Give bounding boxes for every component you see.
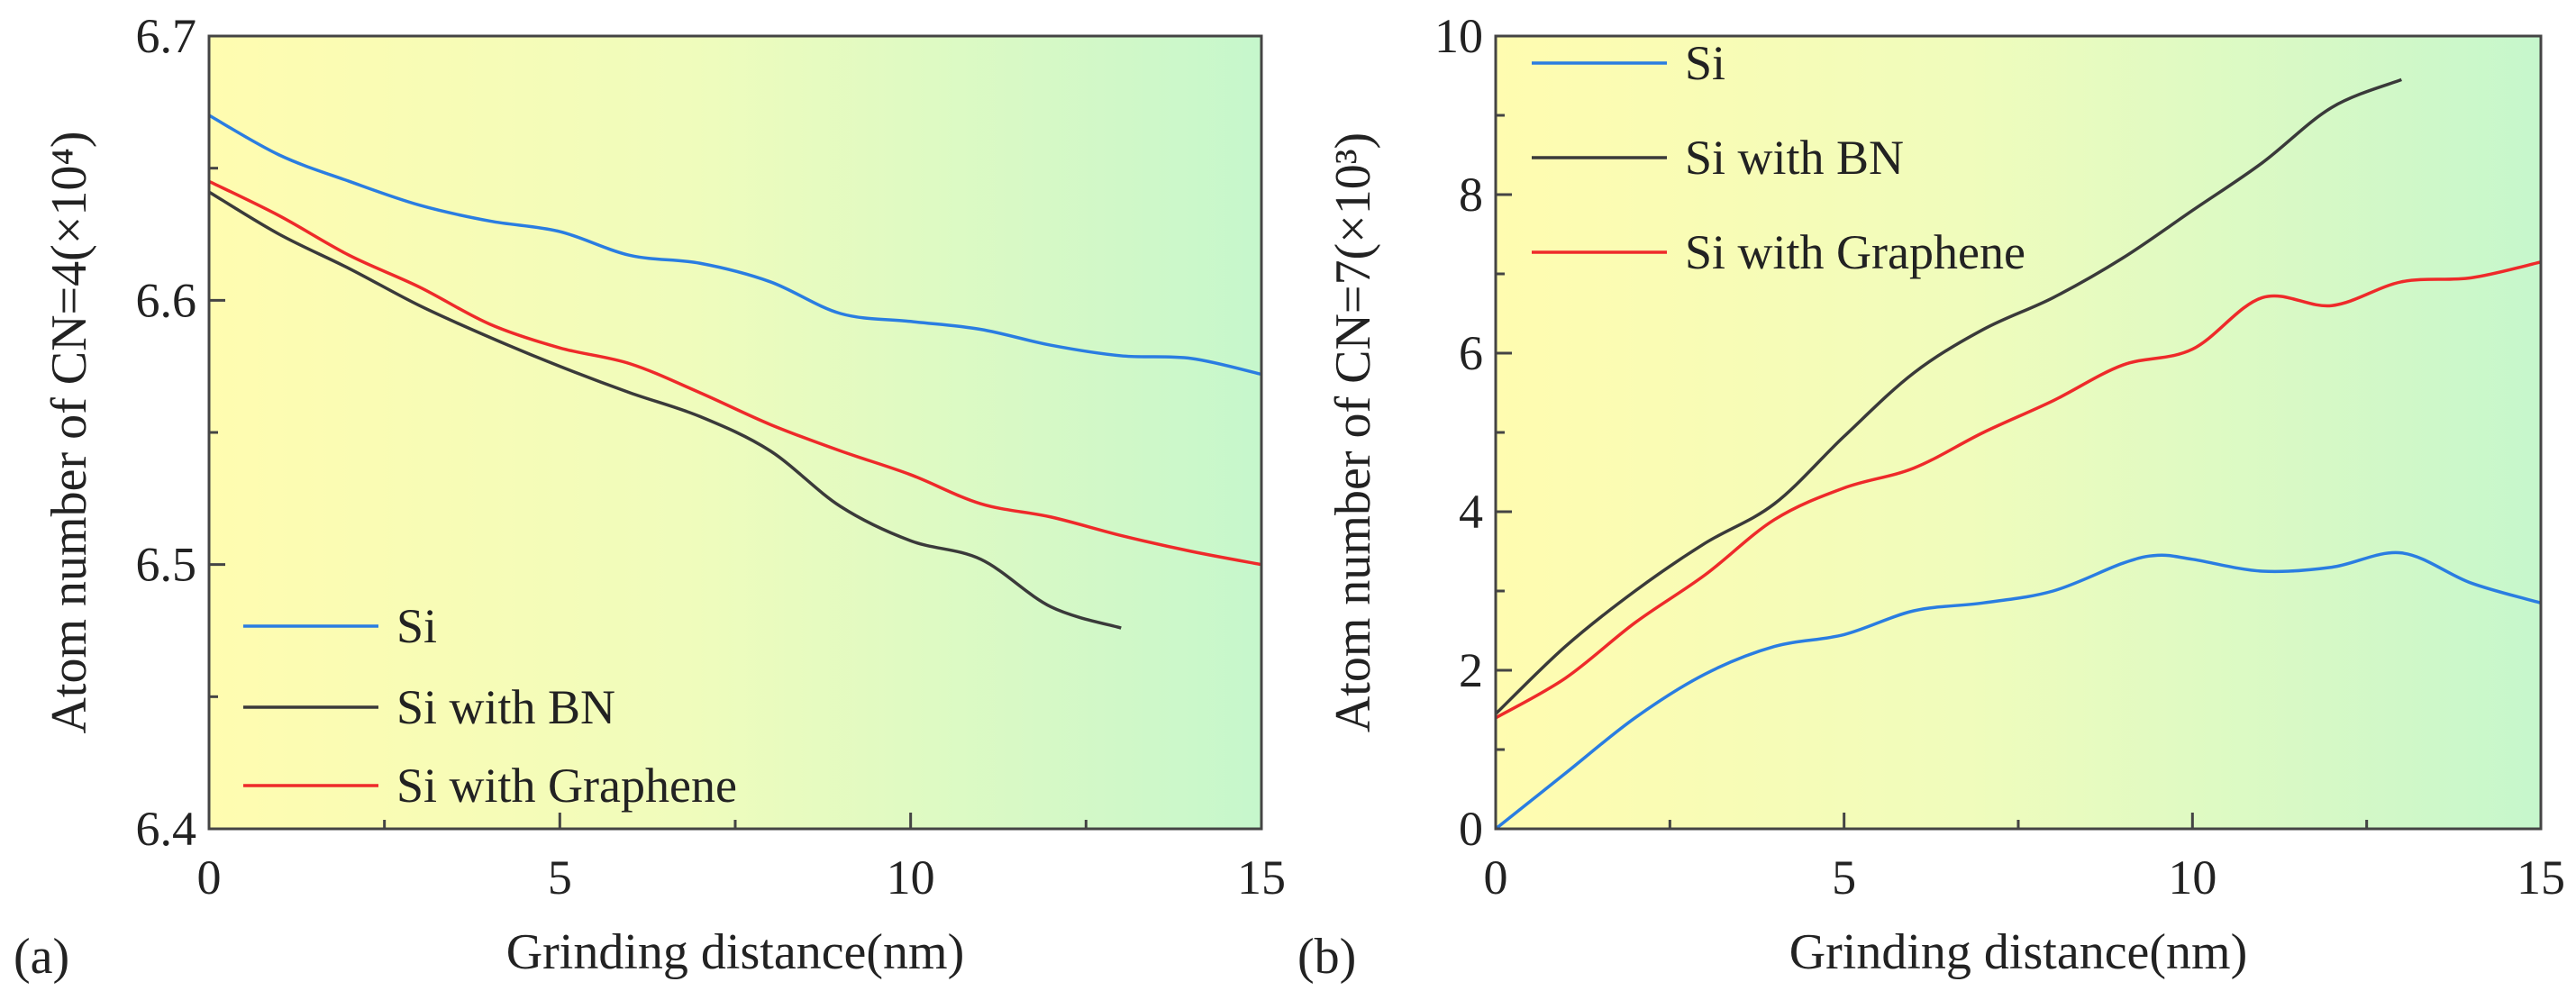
- y-tick-label: 4: [1459, 485, 1483, 539]
- y-tick-label: 6.7: [136, 9, 197, 63]
- y-axis-label: Atom number of CN=7(×10³): [1325, 132, 1381, 732]
- series-line-si-with-graphene: [208, 179, 1262, 567]
- y-tick-label: 6.6: [136, 273, 197, 327]
- x-axis-label: Grinding distance(nm): [506, 924, 965, 980]
- panel-b: Si Si with BN Si with Graphene 0 5 10 15 0 2 4 6 8 1…: [1297, 9, 2565, 985]
- series-line-si: [1494, 550, 2542, 831]
- x-tick-label: 10: [2168, 850, 2216, 905]
- plot-background: [1496, 36, 2541, 829]
- y-tick-label: 6.5: [136, 538, 197, 592]
- x-tick-label: 5: [548, 850, 572, 905]
- y-tick-label: 8: [1459, 168, 1483, 222]
- y-tick-label: 2: [1459, 643, 1483, 697]
- x-axis-label: Grinding distance(nm): [1789, 924, 2248, 980]
- y-axis-label: Atom number of CN=4(×10⁴): [41, 131, 97, 733]
- legend-label: Si with Graphene: [1685, 225, 2025, 279]
- x-tick-label: 0: [197, 850, 222, 905]
- panel-label: (a): [14, 929, 69, 985]
- legend-label: Si with BN: [396, 680, 615, 734]
- panel-a: Si Si with BN Si with Graphene 0 5 10 15 6.4 6.5…: [14, 9, 1286, 985]
- series-line-si-with-graphene: [1495, 260, 2542, 720]
- series-line-si: [208, 114, 1262, 377]
- legend-label: Si: [1685, 36, 1725, 90]
- x-tick-label: 0: [1484, 850, 1508, 905]
- panel-label: (b): [1297, 929, 1356, 985]
- y-tick-label: 0: [1459, 802, 1483, 856]
- y-tick-label: 10: [1434, 9, 1483, 63]
- x-tick-label: 5: [1832, 850, 1856, 905]
- legend-label: Si with BN: [1685, 131, 1904, 185]
- y-tick-label: 6.4: [136, 802, 197, 856]
- x-tick-label: 15: [1237, 850, 1286, 905]
- x-tick-label: 10: [887, 850, 935, 905]
- legend-label: Si: [396, 599, 437, 653]
- y-tick-label: 6: [1459, 326, 1483, 380]
- series-line-si-with-bn: [208, 190, 1122, 630]
- series-line-si-with-bn: [1494, 77, 2402, 715]
- legend-label: Si with Graphene: [396, 759, 737, 813]
- x-tick-label: 15: [2517, 850, 2565, 905]
